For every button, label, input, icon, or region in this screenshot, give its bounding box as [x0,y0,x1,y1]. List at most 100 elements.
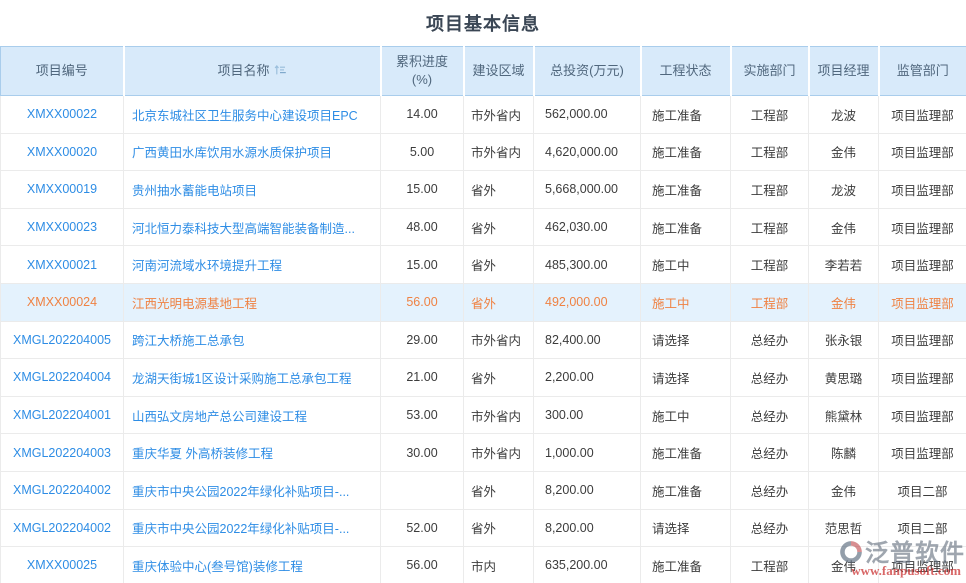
cell-manager: 张永银 [824,334,863,349]
cell-dept: 总经办 [750,409,789,424]
cell-progress: 15.00 [406,182,438,197]
cell-name[interactable]: 跨江大桥施工总承包 [132,334,245,349]
cell-dept: 总经办 [750,371,789,386]
cell-id[interactable]: XMXX00022 [26,107,98,122]
cell-region: 市外省内 [471,146,522,161]
cell-supervisor: 项目监理部 [891,108,954,123]
cell-status: 施工中 [652,409,690,424]
cell-supervisor: 项目监理部 [891,259,954,274]
cell-name[interactable]: 江西光明电源基地工程 [132,296,258,311]
projects-table: 项目编号 项目名称 累积进度 (%) 建设区域 总投资(万元) 工程状态 实施部门 项目经理 监… [0,46,966,583]
cell-supervisor: 项目监理部 [891,183,954,198]
column-header-progress: 累积进度 (%) [379,46,465,96]
cell-name[interactable]: 重庆体验中心(叁号馆)装修工程 [132,559,303,574]
column-header-label: 工程状态 [659,62,712,78]
column-header-status: 工程状态 [639,46,732,96]
column-header-dept: 实施部门 [729,46,810,96]
cell-id[interactable]: XMXX00023 [26,220,98,235]
table-body: XMXX00022 北京东城社区卫生服务中心建设项目EPC 14.00 市外省内 562… [0,95,966,583]
table-row[interactable]: XMXX00021 河南河流域水环境提升工程 15.00 省外 485,300.00 施工… [0,245,966,284]
cell-dept: 总经办 [750,484,789,499]
cell-progress: 29.00 [406,332,438,347]
table-row[interactable]: XMXX00024 江西光明电源基地工程 56.00 省外 492,000.00 施工中 工… [0,282,966,322]
sort-icon[interactable] [274,64,287,76]
cell-name[interactable]: 重庆市中央公园2022年绿化补贴项目-... [132,522,350,537]
cell-id[interactable]: XMGL202204002 [13,520,111,535]
cell-name[interactable]: 北京东城社区卫生服务中心建设项目EPC [132,108,358,123]
cell-supervisor: 项目监理部 [891,447,954,462]
cell-id[interactable]: XMXX00025 [26,558,98,573]
cell-manager: 金伟 [830,221,856,236]
cell-dept: 工程部 [750,221,789,236]
cell-manager: 龙波 [830,183,856,198]
column-header-investment: 总投资(万元) [532,46,642,96]
cell-region: 市外省内 [471,409,522,424]
cell-dept: 工程部 [750,259,789,274]
column-header-label: 项目编号 [35,62,88,78]
cell-status: 施工准备 [652,146,703,161]
cell-id[interactable]: XMXX00024 [26,295,98,310]
cell-status: 施工准备 [652,484,703,499]
table-row[interactable]: XMXX00025 重庆体验中心(叁号馆)装修工程 56.00 市内 635,200.0… [0,546,966,583]
cell-name[interactable]: 广西黄田水库饮用水源水质保护项目 [132,146,333,161]
cell-investment: 8,200.00 [545,483,594,498]
cell-supervisor: 项目二部 [897,484,948,499]
cell-dept: 总经办 [750,334,789,349]
cell-investment: 1,000.00 [545,445,594,460]
cell-supervisor: 项目监理部 [891,371,954,386]
cell-id[interactable]: XMGL202204003 [13,445,111,460]
cell-investment: 462,030.00 [545,220,608,235]
table-row[interactable]: XMGL202204002 重庆市中央公园2022年绿化补贴项目-... 省外 8,2… [0,470,966,510]
table-row[interactable]: XMXX00023 河北恒力泰科技大型高端智能装备制造... 48.00 省外 462,… [0,207,966,247]
cell-dept: 总经办 [750,522,789,537]
cell-status: 施工准备 [652,183,703,198]
page-title: 项目基本信息 [426,14,540,34]
cell-supervisor: 项目监理部 [891,296,954,311]
cell-name[interactable]: 龙湖天街城1区设计采购施工总承包工程 [132,371,352,386]
cell-id[interactable]: XMGL202204002 [13,483,111,498]
cell-name[interactable]: 重庆市中央公园2022年绿化补贴项目-... [132,484,350,499]
cell-region: 市外省内 [471,447,522,462]
table-row[interactable]: XMXX00019 贵州抽水蓄能电站项目 15.00 省外 5,668,000.00 施工… [0,170,966,209]
cell-name[interactable]: 重庆华夏 外高桥装修工程 [132,447,273,462]
column-header-supervisor: 监管部门 [877,46,966,96]
cell-investment: 485,300.00 [545,257,608,272]
cell-investment: 2,200.00 [545,370,594,385]
cell-status: 施工准备 [652,108,703,123]
cell-id[interactable]: XMXX00021 [26,257,98,272]
table-row[interactable]: XMXX00022 北京东城社区卫生服务中心建设项目EPC 14.00 市外省内 562… [0,95,966,134]
cell-investment: 82,400.00 [545,332,601,347]
table-row[interactable]: XMGL202204003 重庆华夏 外高桥装修工程 30.00 市外省内 1,000.… [0,433,966,472]
cell-progress: 15.00 [406,257,438,272]
cell-progress: 14.00 [406,107,438,122]
cell-supervisor: 项目二部 [897,522,948,537]
table-row[interactable]: XMGL202204001 山西弘文房地产总公司建设工程 53.00 市外省内 300.… [0,395,966,435]
column-header-name[interactable]: 项目名称 [122,46,382,96]
cell-name[interactable]: 贵州抽水蓄能电站项目 [132,183,258,198]
cell-manager: 金伟 [830,146,856,161]
cell-status: 请选择 [652,334,690,349]
cell-investment: 4,620,000.00 [545,144,618,159]
table-row[interactable]: XMGL202204002 重庆市中央公园2022年绿化补贴项目-... 52.00… [0,508,966,548]
cell-id[interactable]: XMXX00019 [26,182,98,197]
cell-name[interactable]: 河南河流域水环境提升工程 [132,259,283,274]
cell-id[interactable]: XMGL202204004 [13,370,111,385]
cell-dept: 总经办 [750,447,789,462]
cell-status: 施工中 [652,259,690,274]
cell-region: 省外 [471,296,497,311]
cell-id[interactable]: XMXX00020 [26,144,98,159]
cell-name[interactable]: 山西弘文房地产总公司建设工程 [132,409,308,424]
cell-status: 施工中 [652,296,690,311]
cell-id[interactable]: XMGL202204001 [13,408,111,423]
cell-manager: 范思哲 [824,522,863,537]
cell-status: 请选择 [652,522,690,537]
cell-investment: 562,000.00 [545,107,608,122]
cell-investment: 492,000.00 [545,295,608,310]
table-row[interactable]: XMGL202204004 龙湖天街城1区设计采购施工总承包工程 21.00 省外 2,… [0,358,966,397]
table-row[interactable]: XMGL202204005 跨江大桥施工总承包 29.00 市外省内 82,400.00… [0,320,966,360]
column-header-label: 项目经理 [817,62,870,78]
cell-progress: 5.00 [409,144,435,159]
table-row[interactable]: XMXX00020 广西黄田水库饮用水源水质保护项目 5.00 市外省内 4,620,0… [0,132,966,172]
cell-id[interactable]: XMGL202204005 [13,332,111,347]
cell-name[interactable]: 河北恒力泰科技大型高端智能装备制造... [132,221,355,236]
